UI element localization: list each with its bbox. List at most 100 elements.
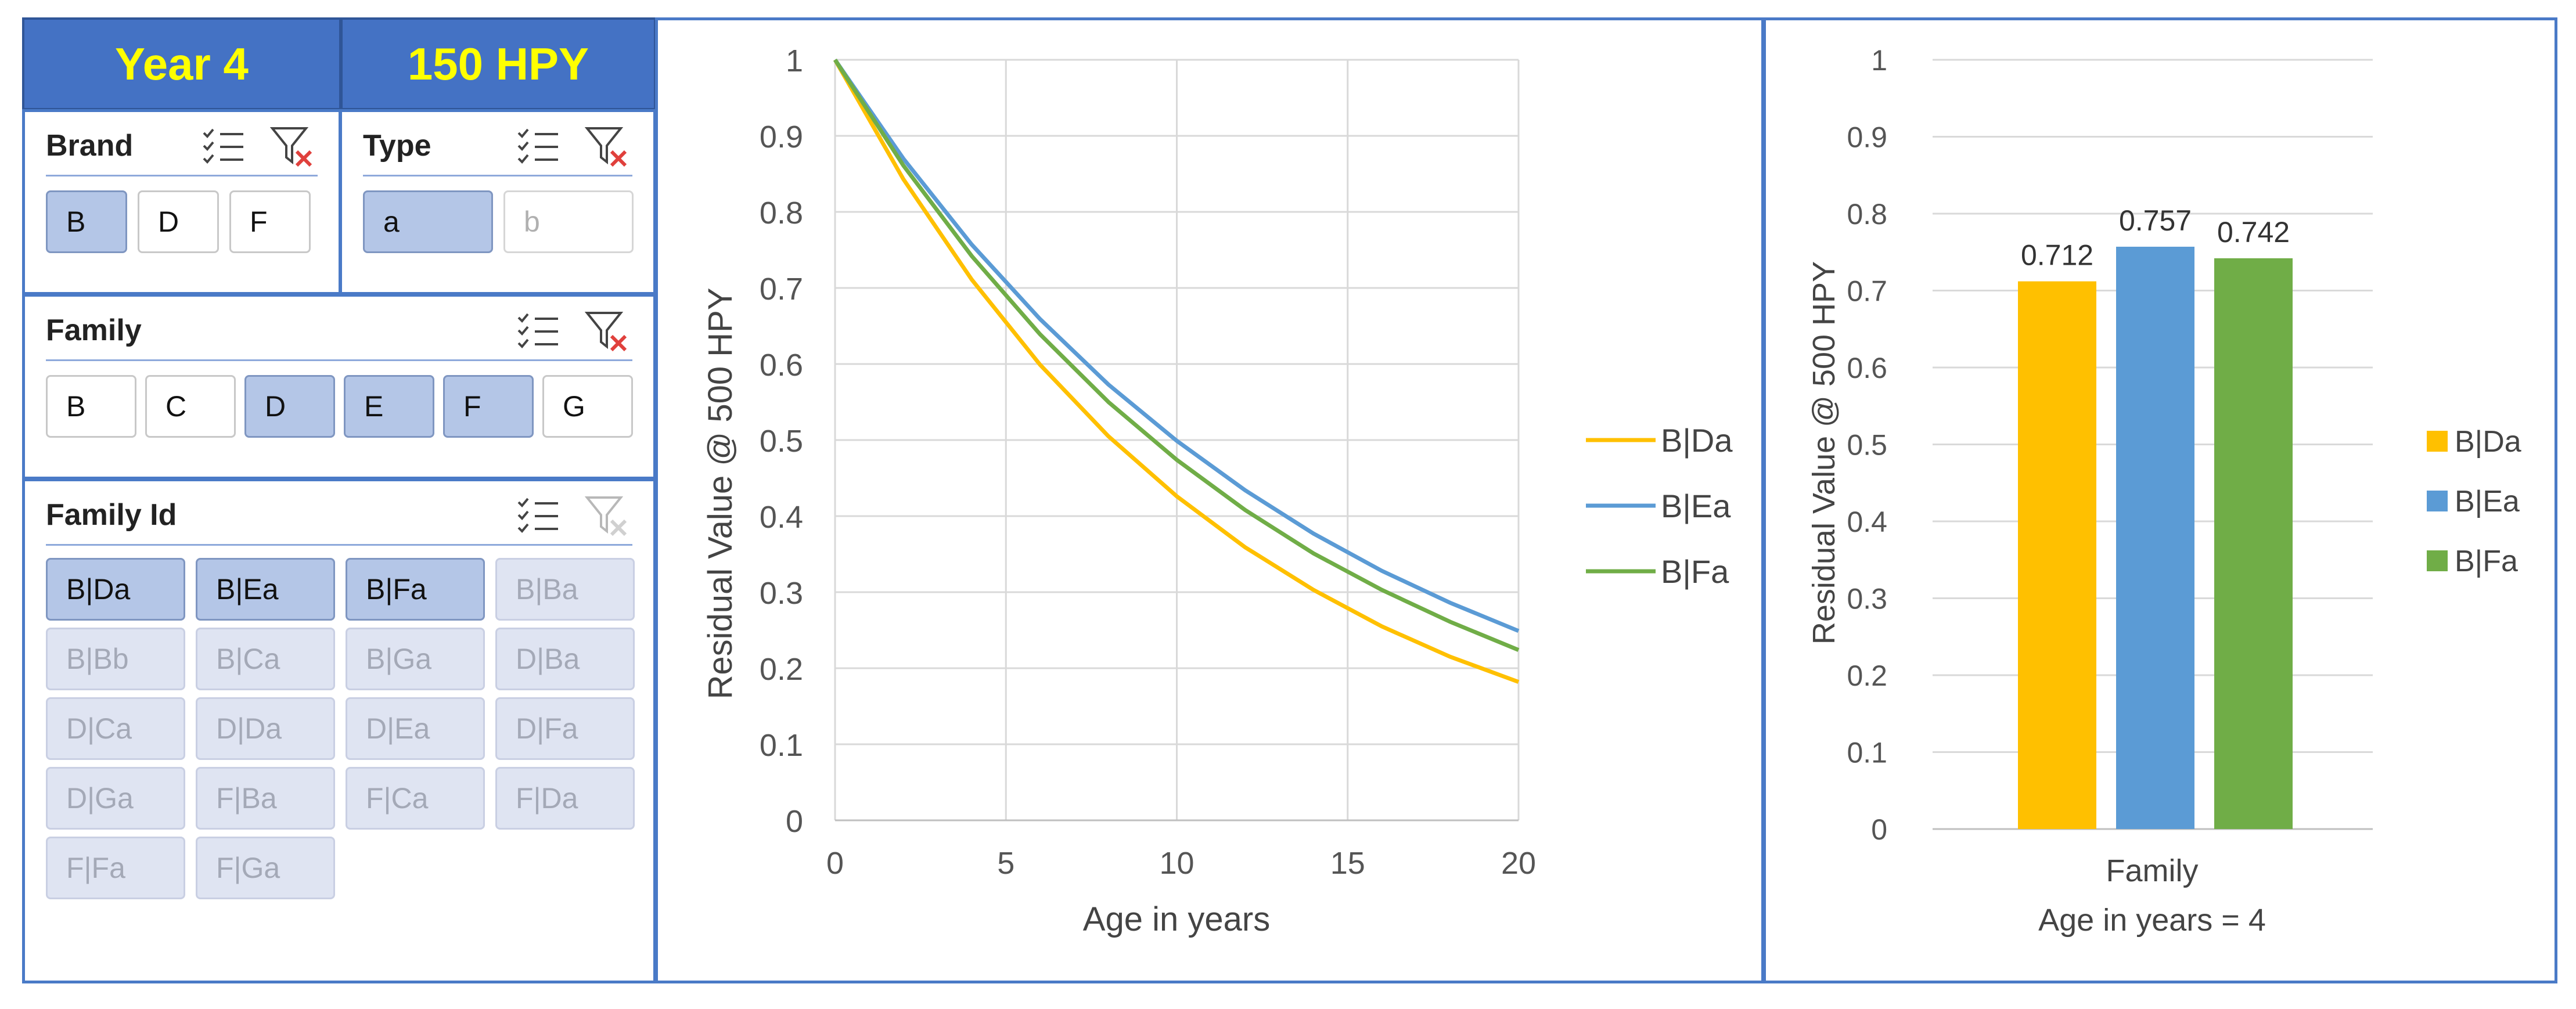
slicer-item-d-ba[interactable]: D|Ba — [495, 628, 635, 690]
legend-swatch — [2427, 431, 2448, 452]
bar-y-tick-label: 1 — [1871, 44, 1887, 77]
multiselect-icon[interactable] — [200, 125, 247, 168]
bar-chart: 0 0.1 0.2 0.3 0.4 0.5 0.6 0.7 0.8 0.9 1 0.712 0.757… — [1807, 44, 2521, 938]
bar-y-tick-label: 0.6 — [1847, 352, 1887, 384]
family-id-slicer: Family Id B|Da B|Ea B|Fa B|Ba B|Bb B|Ca B|Ga D|… — [22, 478, 656, 983]
slicer-item-b-ea[interactable]: B|Ea — [196, 558, 335, 621]
bar-y-tick-label: 0.3 — [1847, 583, 1887, 615]
line-x-tick-label: 15 — [1330, 846, 1365, 881]
slicer-item-f-fa[interactable]: F|Fa — [46, 837, 185, 899]
year-header: Year 4 — [22, 17, 341, 110]
bar-data-label: 0.712 — [2021, 239, 2093, 272]
slicer-item-b[interactable]: B — [46, 190, 127, 253]
multiselect-icon[interactable] — [515, 309, 562, 352]
slicer-divider — [363, 175, 632, 176]
slicer-item-d-da[interactable]: D|Da — [196, 697, 335, 760]
slicer-item-f[interactable]: F — [229, 190, 311, 253]
bar-chart-panel: 0 0.1 0.2 0.3 0.4 0.5 0.6 0.7 0.8 0.9 1 0.712 0.757… — [1763, 17, 2557, 983]
slicer-item-b[interactable]: B — [46, 375, 136, 438]
bar-y-tick-label: 0.2 — [1847, 660, 1887, 692]
slicer-title: Family Id — [46, 498, 177, 532]
multiselect-icon[interactable] — [515, 494, 562, 537]
slicer-divider — [46, 544, 632, 546]
hpy-label: 150 HPY — [407, 38, 589, 89]
slicer-item-b-fa[interactable]: B|Fa — [346, 558, 485, 621]
slicer-item-b-da[interactable]: B|Da — [46, 558, 185, 621]
bar-y-tick-label: 0.1 — [1847, 737, 1887, 769]
slicer-item-f-ca[interactable]: F|Ca — [346, 767, 485, 830]
slicer-divider — [46, 359, 632, 361]
bar-data-label: 0.757 — [2119, 204, 2192, 237]
line-y-tick-label: 0 — [786, 804, 803, 839]
line-y-tick-label: 0.9 — [760, 120, 803, 154]
legend-swatch — [2427, 491, 2448, 511]
legend-label: B|Fa — [1661, 553, 1729, 590]
bar-b-da — [2018, 281, 2096, 830]
line-x-axis-label: Age in years — [1083, 900, 1270, 938]
bar-y-tick-label: 0.9 — [1847, 121, 1887, 154]
line-y-tick-label: 0.4 — [760, 500, 803, 535]
bar-y-tick-label: 0.4 — [1847, 506, 1887, 538]
bar-y-axis-label: Residual Value @ 500 HPY — [1807, 261, 1841, 644]
bar-b-ea — [2116, 246, 2194, 830]
line-series-b-fa — [833, 59, 1520, 652]
slicer-item-a[interactable]: a — [363, 190, 493, 253]
bar-y-tick-label: 0.7 — [1847, 275, 1887, 308]
bar-x-axis-subtitle: Age in years = 4 — [2038, 903, 2266, 938]
slicer-item-b-bb[interactable]: B|Bb — [46, 628, 185, 690]
slicer-item-b[interactable]: b — [503, 190, 634, 253]
slicer-item-d-ea[interactable]: D|Ea — [346, 697, 485, 760]
slicer-item-d-ga[interactable]: D|Ga — [46, 767, 185, 830]
slicer-item-d[interactable]: D — [138, 190, 219, 253]
line-chart-panel: 0 0.1 0.2 0.3 0.4 0.5 0.6 0.7 0.8 0.9 1 0 5 10 15 20 B|… — [655, 17, 1764, 983]
line-y-tick-label: 1 — [786, 44, 803, 78]
slicer-item-b-ga[interactable]: B|Ga — [346, 628, 485, 690]
line-y-tick-label: 0.8 — [760, 196, 803, 230]
slicer-item-b-ba[interactable]: B|Ba — [495, 558, 635, 621]
line-x-tick-label: 5 — [997, 846, 1014, 881]
line-x-tick-label: 10 — [1159, 846, 1194, 881]
slicer-item-b-ca[interactable]: B|Ca — [196, 628, 335, 690]
legend-label: B|Da — [2455, 425, 2521, 459]
line-series-b-da — [833, 59, 1520, 684]
slicer-item-c[interactable]: C — [145, 375, 236, 438]
legend-label: B|Fa — [2455, 545, 2518, 578]
slicer-title: Brand — [46, 129, 134, 163]
slicer-item-g[interactable]: G — [542, 375, 633, 438]
bar-y-tick-label: 0.5 — [1847, 429, 1887, 462]
line-series-b-ea — [833, 59, 1520, 633]
year-label: Year 4 — [115, 38, 249, 89]
slicer-item-f[interactable]: F — [443, 375, 534, 438]
line-y-tick-label: 0.2 — [760, 652, 803, 687]
multiselect-icon[interactable] — [515, 125, 562, 168]
line-y-tick-label: 0.3 — [760, 576, 803, 611]
bar-data-label: 0.742 — [2217, 216, 2290, 248]
line-chart: 00.10.20.30.40.50.60.70.80.910 5 10 15 20 B|… — [701, 44, 1733, 938]
legend-swatch — [2427, 550, 2448, 571]
slicer-item-d-ca[interactable]: D|Ca — [46, 697, 185, 760]
slicer-title: Family — [46, 313, 142, 347]
slicer-item-f-ga[interactable]: F|Ga — [196, 837, 335, 899]
clear-filter-icon[interactable] — [270, 125, 316, 168]
slicer-divider — [46, 175, 318, 176]
clear-filter-icon[interactable] — [585, 309, 631, 352]
line-y-tick-label: 0.5 — [760, 424, 803, 459]
slicer-item-e[interactable]: E — [344, 375, 434, 438]
bar-b-fa — [2214, 258, 2293, 830]
line-y-axis-label: Residual Value @ 500 HPY — [701, 287, 739, 699]
clear-filter-icon[interactable] — [585, 125, 631, 168]
line-y-tick-label: 0.6 — [760, 348, 803, 383]
line-x-tick-label: 0 — [826, 846, 844, 881]
bar-x-axis-label: Family — [2106, 853, 2199, 888]
bar-y-tick-label: 0.8 — [1847, 198, 1887, 230]
slicer-item-f-ba[interactable]: F|Ba — [196, 767, 335, 830]
slicer-item-d[interactable]: D — [244, 375, 335, 438]
slicer-item-d-fa[interactable]: D|Fa — [495, 697, 635, 760]
legend-label: B|Da — [1661, 422, 1733, 459]
slicer-item-f-da[interactable]: F|Da — [495, 767, 635, 830]
hpy-header: 150 HPY — [340, 17, 656, 110]
clear-filter-icon[interactable] — [585, 494, 631, 537]
